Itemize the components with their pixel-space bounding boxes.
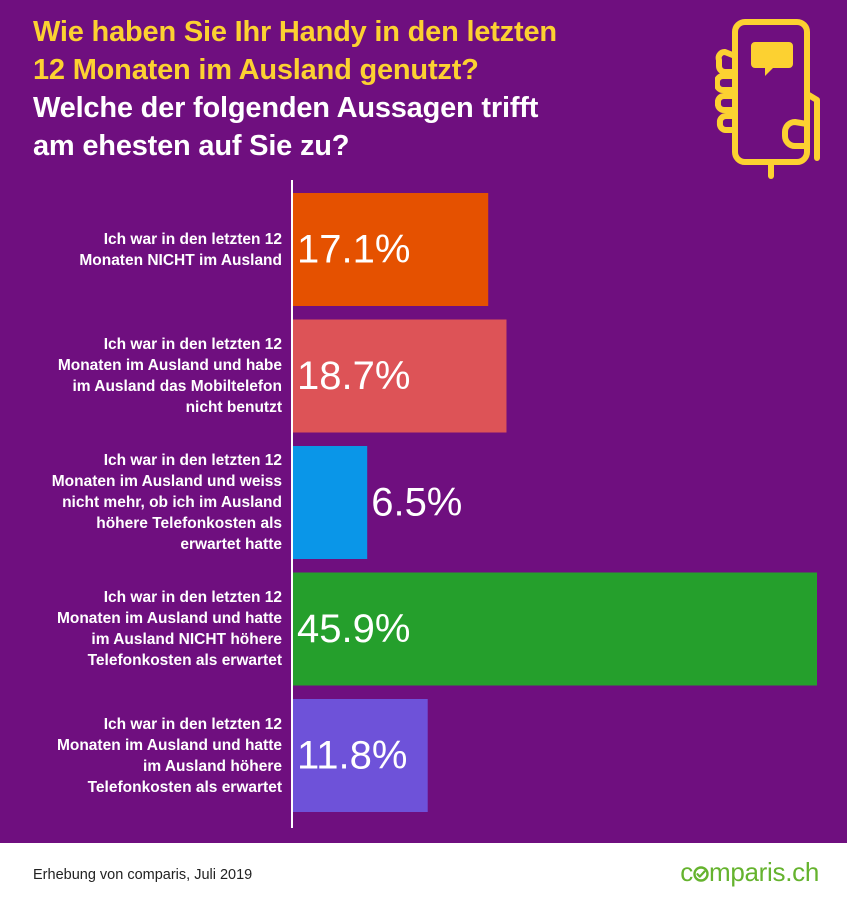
category-label-line: höhere Telefonkosten als bbox=[96, 515, 282, 532]
category-label-0: Ich war in den letzten 12 Monaten NICHT i… bbox=[12, 229, 282, 271]
category-label-line: Telefonkosten als erwartet bbox=[87, 778, 282, 796]
category-label-1: Ich war in den letzten 12 Monaten im Ausl… bbox=[12, 334, 282, 418]
bar-1 bbox=[293, 319, 507, 433]
phone-in-hand-icon bbox=[715, 19, 820, 179]
value-label-3: 45.9% bbox=[297, 607, 410, 651]
category-label-line: nicht benutzt bbox=[185, 399, 282, 416]
category-label-line: Ich war in den letzten 12 bbox=[103, 230, 282, 248]
category-label-3: Ich war in den letzten 12 Monaten im Ausl… bbox=[12, 587, 282, 671]
bar-0 bbox=[293, 193, 489, 306]
value-label-4: 11.8% bbox=[297, 734, 407, 778]
title-question-line-1: Wie haben Sie Ihr Handy in den letzten bbox=[33, 16, 557, 48]
category-label-line: Ich war in den letzten 12 bbox=[103, 715, 282, 733]
category-label-line: Monaten im Ausland und weiss bbox=[51, 473, 282, 490]
category-label-2: Ich war in den letzten 12 Monaten im Ausl… bbox=[12, 450, 282, 555]
category-label-line: erwartet hatte bbox=[180, 536, 282, 553]
category-label-line: Monaten im Ausland und habe bbox=[57, 357, 282, 374]
category-label-line: Ich war in den letzten 12 bbox=[103, 336, 282, 353]
subtitle-line-1: Welche der folgenden Aussagen trifft bbox=[33, 92, 539, 124]
category-label-line: nicht mehr, ob ich im Ausland bbox=[62, 494, 282, 511]
brand-logo: c mparis.ch bbox=[680, 857, 819, 888]
category-label-line: Monaten im Ausland und hatte bbox=[56, 736, 282, 754]
category-label-line: Ich war in den letzten 12 bbox=[103, 589, 282, 606]
bar-4 bbox=[293, 699, 428, 812]
value-label-1: 18.7% bbox=[297, 354, 410, 398]
category-label-line: Telefonkosten als erwartet bbox=[87, 652, 282, 669]
bar-chart: 17.1% 18.7% 6.5% 45.9% 11.8% bbox=[291, 180, 817, 828]
category-label-line: Monaten NICHT im Ausland bbox=[79, 251, 282, 269]
bar-2 bbox=[293, 446, 368, 559]
title-question-line-2: 12 Monaten im Ausland genutzt? bbox=[33, 54, 479, 86]
category-label-line: Ich war in den letzten 12 bbox=[103, 452, 282, 469]
category-label-line: im Ausland das Mobiltelefon bbox=[72, 378, 282, 395]
category-label-line: Monaten im Ausland und hatte bbox=[56, 610, 282, 627]
brand-logo-prefix: c bbox=[680, 857, 693, 887]
value-label-0: 17.1% bbox=[297, 228, 410, 272]
source-note: Erhebung von comparis, Juli 2019 bbox=[33, 867, 253, 883]
subtitle-line-2: am ehesten auf Sie zu? bbox=[33, 130, 350, 162]
category-label-line: im Ausland NICHT höhere bbox=[91, 631, 282, 648]
category-label-4: Ich war in den letzten 12 Monaten im Ausl… bbox=[12, 714, 282, 798]
bar-3 bbox=[293, 572, 817, 686]
footer: Erhebung von comparis, Juli 2019 c mparis… bbox=[0, 843, 847, 900]
category-label-line: im Ausland höhere bbox=[143, 757, 282, 775]
brand-logo-suffix: mparis.ch bbox=[709, 857, 819, 887]
chart-panel: Wie haben Sie Ihr Handy in den letzten 1… bbox=[0, 0, 847, 843]
brand-check-o-icon bbox=[693, 858, 709, 882]
value-label-2: 6.5% bbox=[371, 481, 462, 525]
